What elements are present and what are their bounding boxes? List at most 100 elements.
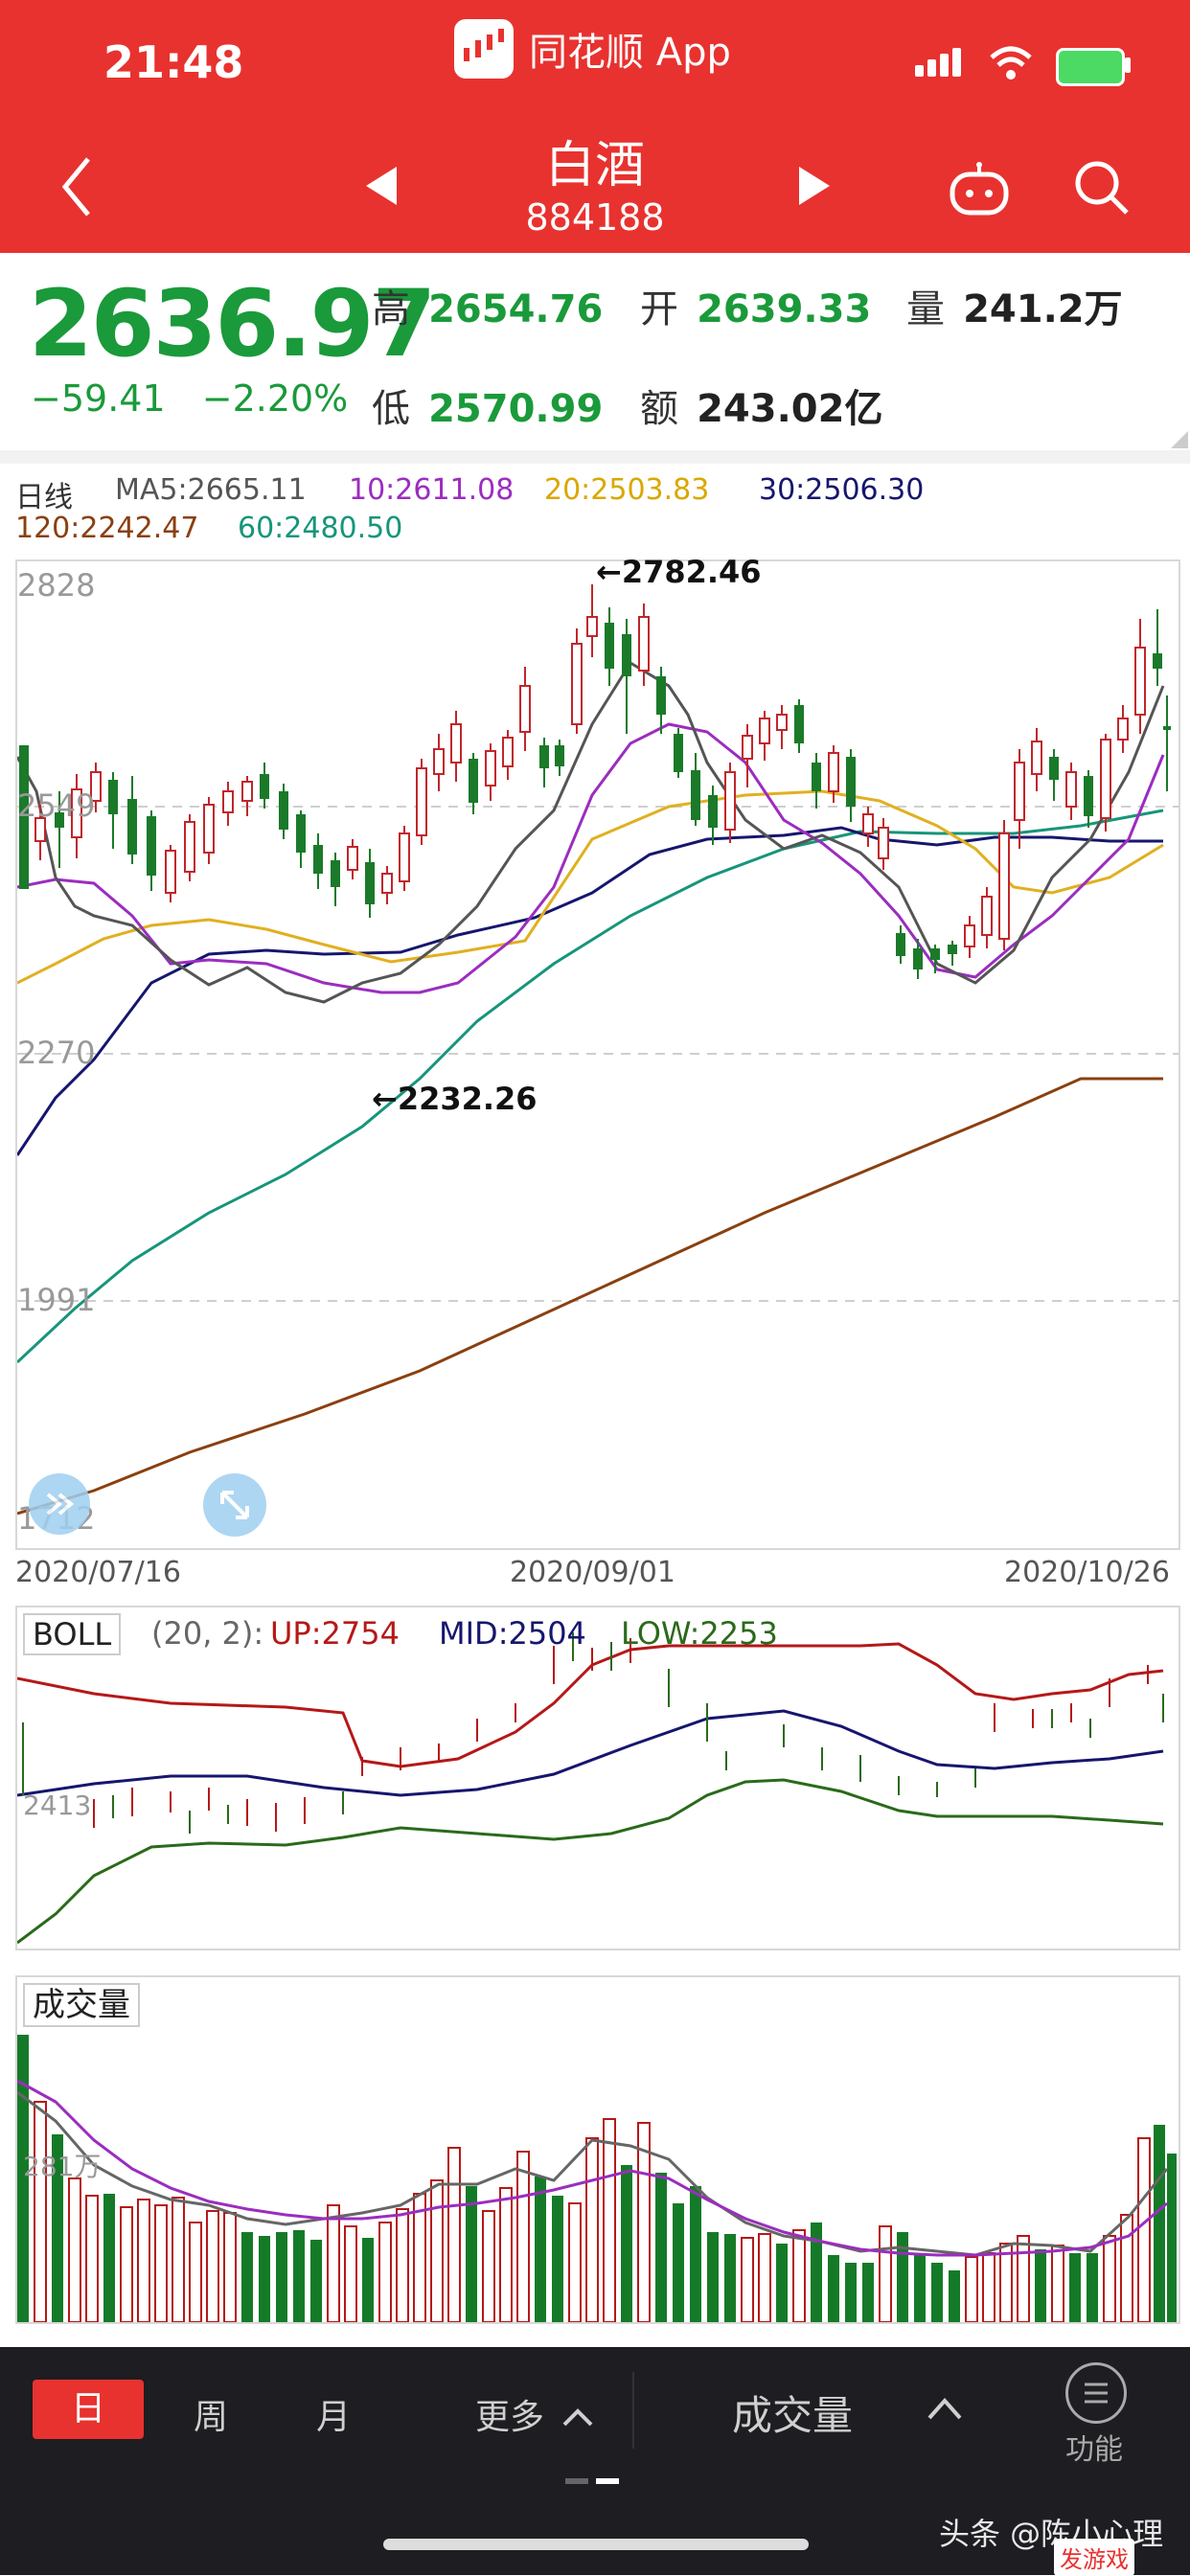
boll-params: (20, 2): [151,1615,264,1652]
function-label[interactable]: 功能 [1065,2433,1123,2467]
candle [638,616,650,672]
candle [381,873,393,894]
period-more-tab[interactable]: 更多 [475,2389,595,2439]
candle [416,767,427,836]
boll-low-line [16,1778,1164,1945]
ma60-label: 60:2480.50 [238,512,403,545]
boll-chart [16,1632,1164,1945]
change-value: −59.41 [31,377,166,420]
page-indicator [565,2470,619,2488]
period-label: 日线 [15,481,73,514]
wifi-icon [987,44,1035,86]
candle [347,846,358,871]
back-button[interactable] [57,153,96,224]
ma5-label: MA5:2665.11 [115,473,307,507]
candle [485,750,496,786]
ma60-line [15,809,1164,1364]
boll-y-tick: 2413 [23,1790,92,1821]
search-icon[interactable] [1073,159,1131,220]
fast-forward-icon[interactable] [29,1473,90,1535]
candle [165,850,176,894]
candle [433,748,445,775]
top-header: 21:48 同花顺 App 白酒 884188 [0,0,1190,253]
candle [502,737,514,767]
change-percent: −2.20% [201,377,349,420]
kline-chart-pane[interactable]: 2828 2549 2270 1991 1712 ←2782.46 ←2232.… [15,554,1180,1550]
candle [147,816,156,876]
volume-chart [16,2035,1177,2323]
candle [674,734,683,772]
low-field: 低 2570.99 [372,387,604,431]
volume-ma10-line [16,2079,1168,2257]
open-value: 2639.33 [697,287,872,331]
x-tick-start: 2020/07/16 [15,1556,181,1589]
candle [1153,653,1162,669]
candle [296,814,306,853]
volume-y-tick: 281万 [23,2151,102,2182]
candle [19,745,29,889]
boll-up-line [16,1642,1164,1768]
prev-stock-button[interactable] [362,165,400,211]
candle [71,788,82,838]
high-value: 2654.76 [428,287,604,331]
boll-low-value: LOW:2253 [621,1615,778,1652]
robot-assistant-icon[interactable] [949,161,1010,222]
volume-panel[interactable]: 成交量 281万 [15,1975,1180,2324]
expand-chart-icon[interactable] [203,1473,266,1537]
volume-field: 量 241.2万 [906,287,1123,331]
y-tick-1991: 1991 [17,1282,96,1318]
candle [539,745,549,768]
max-price-label: ←2782.46 [596,554,762,590]
candle [90,771,102,802]
candle [691,770,700,820]
period-month-tab[interactable]: 月 [316,2398,352,2437]
x-tick-end: 2020/10/26 [1004,1556,1170,1589]
chevron-up-icon[interactable] [926,2395,964,2426]
candle [708,795,718,828]
candles [19,584,1171,979]
candle [998,832,1010,940]
candle [1100,739,1111,819]
candle [469,759,478,803]
ma10-label: 10:2611.08 [349,473,515,507]
expand-corner-icon[interactable] [1171,431,1188,452]
chevron-up-icon [563,2408,593,2427]
next-stock-button[interactable] [795,165,834,211]
candle [605,623,614,669]
status-time: 21:48 [103,36,244,88]
app-logo-icon [454,19,514,79]
ma10-line [16,722,1165,994]
candle [930,948,940,960]
candle [622,634,631,676]
y-tick-2828: 2828 [17,567,96,604]
cell-signal-icon [915,48,965,77]
boll-name-button[interactable]: BOLL [23,1613,122,1655]
candle [913,948,923,969]
candle [365,862,375,904]
volume-indicator-button[interactable]: 成交量 [23,1983,140,2027]
period-week-tab[interactable]: 周 [194,2398,229,2437]
candle [759,718,770,744]
menu-icon[interactable] [1065,2362,1127,2424]
indicator-selector[interactable]: 成交量 [732,2392,854,2439]
candle [1031,741,1042,775]
candle [742,735,753,760]
min-price-label: ←2232.26 [372,1081,538,1117]
amount-field: 额 243.02亿 [640,387,883,431]
candle [55,812,64,828]
ma120-line [16,1077,1163,1516]
candle [878,827,889,859]
amount-value: 243.02亿 [697,387,883,431]
boll-panel[interactable]: BOLL (20, 2): UP:2754 MID:2504 LOW:2253 … [15,1606,1180,1950]
candle [241,781,253,802]
candle [34,817,46,842]
boll-ohlc-bars [22,1632,1164,1834]
candle [964,924,975,947]
boll-mid-value: MID:2504 [439,1615,586,1652]
candle [260,774,269,799]
candle [586,616,598,637]
candle [279,791,288,830]
home-indicator[interactable] [383,2539,809,2550]
candle [222,790,234,813]
period-day-tab[interactable]: 日 [33,2380,144,2439]
